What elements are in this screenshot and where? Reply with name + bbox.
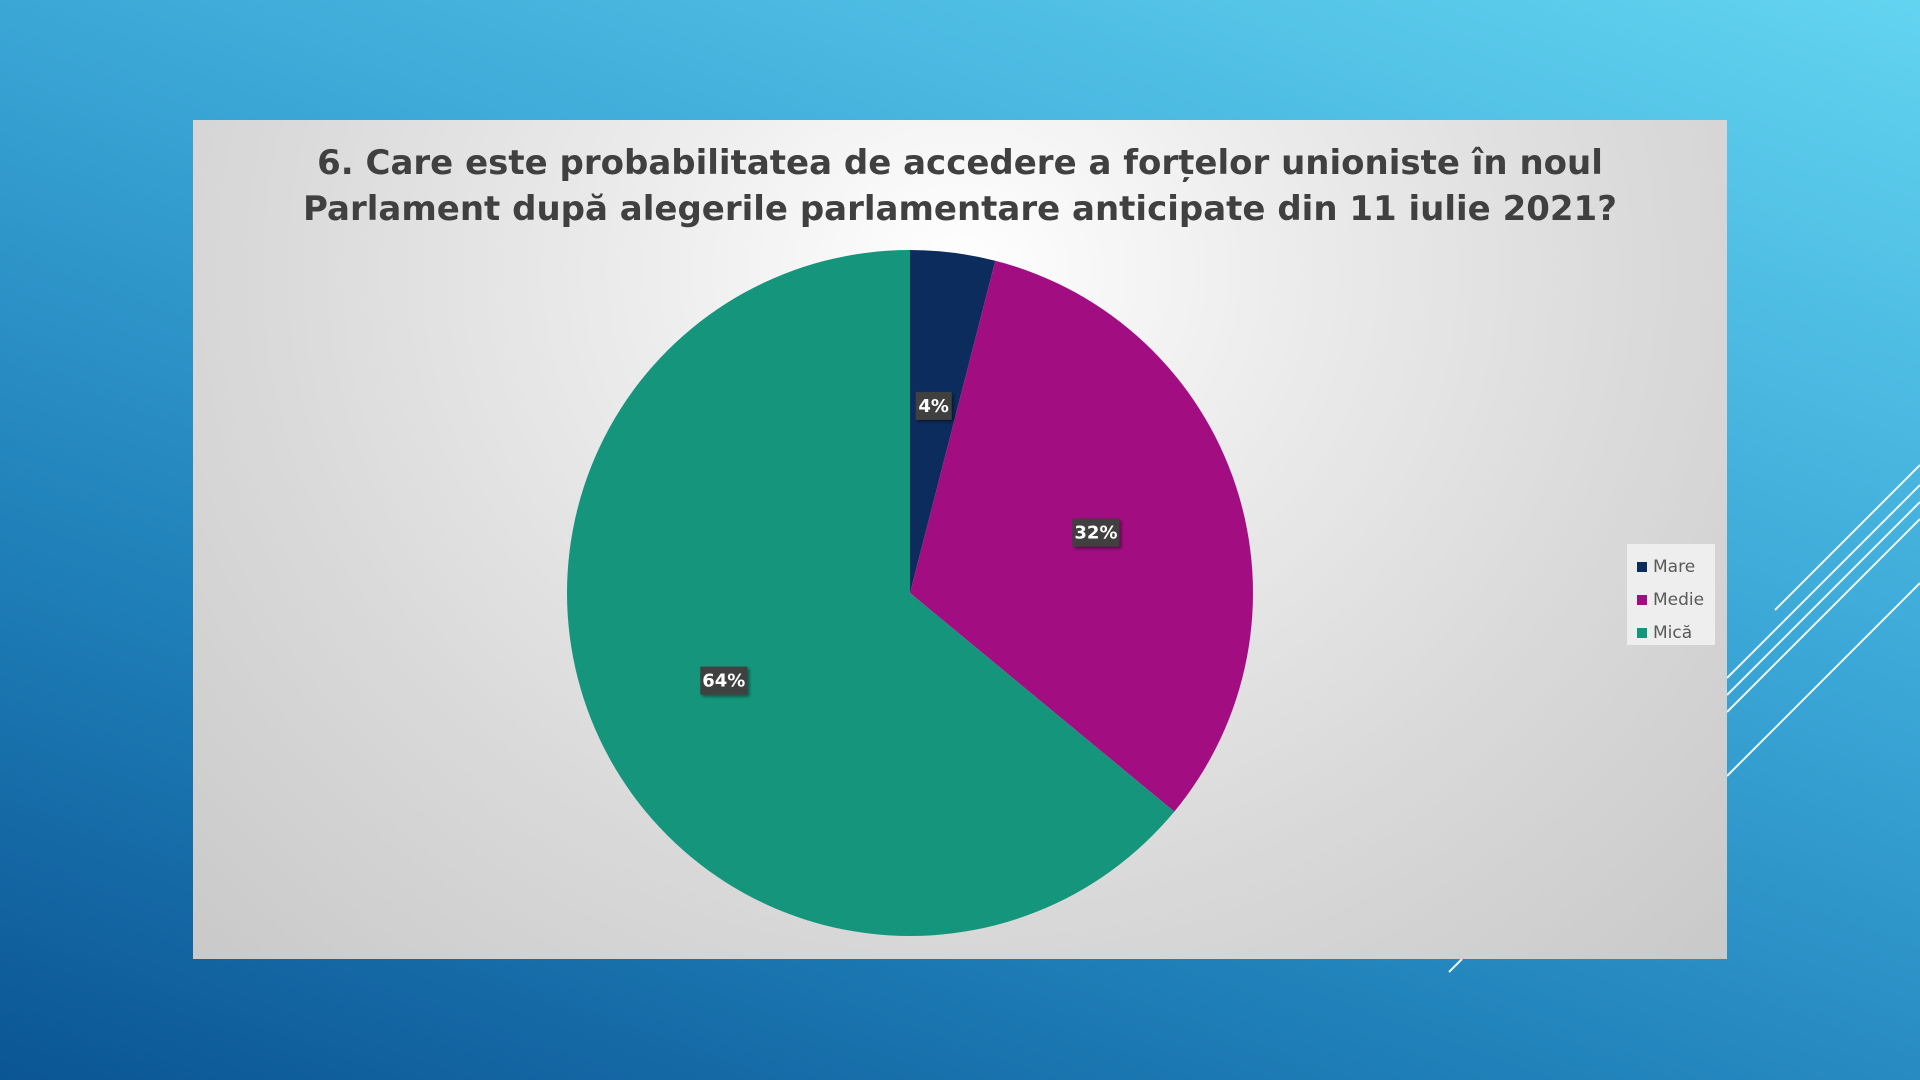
legend-label-mica: Mică (1653, 623, 1693, 643)
pie-slice-mare (910, 250, 996, 593)
legend-item-mare: Mare (1637, 556, 1695, 578)
data-label-mare: 4% (915, 391, 952, 420)
chart-legend: Mare Medie Mică (1627, 544, 1715, 645)
data-label-box-medie (1072, 518, 1120, 547)
data-label-mica: 64% (700, 666, 748, 695)
data-label-medie: 32% (1072, 518, 1120, 547)
legend-label-medie: Medie (1653, 590, 1705, 610)
chart-title-line-2: Parlament după alegerile parlamentare an… (303, 189, 1617, 229)
data-label-text-medie: 32% (1074, 523, 1117, 544)
chart-title: 6. Care este probabilitatea de accedere … (193, 140, 1727, 232)
legend-item-mica: Mică (1637, 622, 1692, 644)
legend-item-medie: Medie (1637, 589, 1704, 611)
data-label-text-mica: 64% (702, 671, 745, 692)
pie-slice-mica (567, 250, 1175, 936)
data-label-text-mare: 4% (918, 396, 949, 417)
legend-swatch-medie (1637, 595, 1647, 605)
legend-label-mare: Mare (1653, 557, 1696, 577)
chart-title-line-1: 6. Care este probabilitatea de accedere … (317, 143, 1603, 183)
data-label-box-mare (915, 391, 952, 420)
chart-panel: 4% 32% 64% 6. Care este probabilitatea de … (193, 120, 1727, 959)
pie-chart: 4% 32% 64% (567, 250, 1254, 936)
data-label-box-mica (700, 666, 748, 695)
legend-swatch-mica (1637, 628, 1647, 638)
legend-swatch-mare (1637, 562, 1647, 572)
